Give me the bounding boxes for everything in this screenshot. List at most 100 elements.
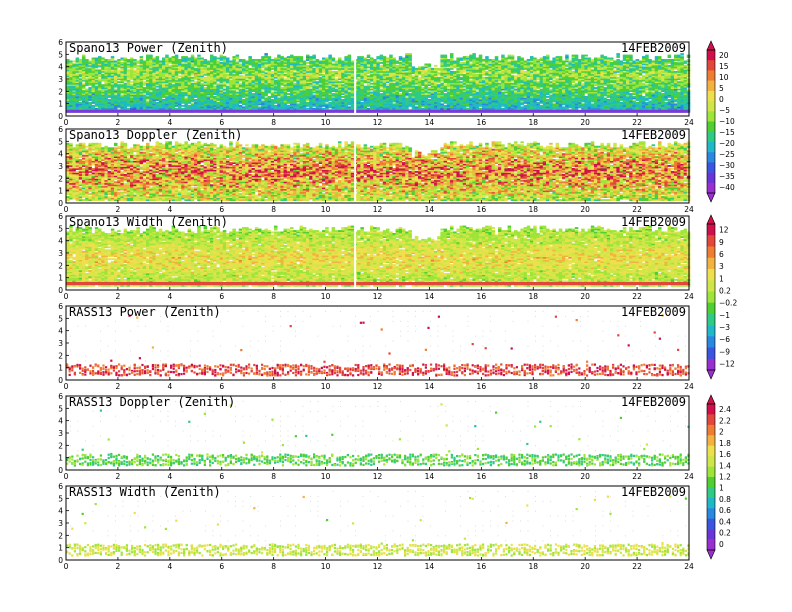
- cell: [143, 95, 147, 97]
- cell: [428, 87, 432, 89]
- cell: [488, 59, 492, 61]
- cell: [370, 86, 374, 88]
- cell: [303, 61, 307, 63]
- cell: [450, 53, 454, 55]
- cell: [168, 58, 172, 60]
- cell: [181, 105, 185, 107]
- cell: [207, 66, 211, 68]
- cell: [332, 71, 336, 73]
- cell: [396, 61, 400, 63]
- cell: [271, 59, 275, 61]
- cell: [136, 65, 140, 67]
- cell: [175, 108, 179, 110]
- cell: [140, 56, 144, 58]
- cell: [370, 92, 374, 94]
- cell: [204, 59, 208, 61]
- cell: [309, 89, 313, 91]
- cell: [344, 56, 348, 58]
- cell: [216, 61, 220, 63]
- cell: [498, 72, 502, 74]
- cell: [485, 56, 489, 58]
- cell: [479, 55, 483, 57]
- cell: [373, 59, 377, 61]
- cell: [136, 61, 140, 63]
- cell: [476, 92, 480, 94]
- cell: [79, 78, 83, 80]
- cell: [194, 58, 198, 60]
- cell: [389, 55, 393, 57]
- cell: [332, 93, 336, 95]
- cell: [511, 75, 515, 77]
- cell: [405, 72, 409, 74]
- cell: [360, 56, 364, 58]
- cell: [472, 53, 476, 55]
- cell: [274, 105, 278, 107]
- cell: [508, 55, 512, 57]
- cell: [514, 75, 518, 77]
- cell: [213, 56, 217, 58]
- cell: [306, 65, 310, 67]
- cell: [143, 81, 147, 83]
- cell: [335, 78, 339, 80]
- cell: [159, 61, 163, 63]
- cell: [236, 55, 240, 57]
- cell: [380, 93, 384, 95]
- cell: [95, 86, 99, 88]
- cell: [264, 72, 268, 74]
- cell: [392, 103, 396, 105]
- cell: [98, 56, 102, 58]
- cell: [485, 71, 489, 73]
- cell: [376, 56, 380, 58]
- cell: [261, 56, 265, 58]
- cell: [268, 96, 272, 98]
- cell: [236, 61, 240, 63]
- cell: [184, 56, 188, 58]
- cell: [255, 59, 258, 61]
- cell: [424, 95, 428, 97]
- cell: [191, 77, 195, 79]
- cell: [213, 86, 217, 88]
- cell: [415, 86, 419, 88]
- cell: [316, 81, 320, 83]
- cell: [444, 105, 448, 107]
- cell: [85, 59, 89, 61]
- cell: [386, 58, 390, 60]
- cell: [101, 58, 105, 60]
- cell: [482, 64, 486, 66]
- cell: [348, 106, 352, 108]
- cell: [335, 89, 339, 91]
- cell: [367, 69, 371, 71]
- cell: [277, 98, 281, 100]
- cell: [172, 84, 176, 86]
- cell: [226, 58, 230, 60]
- cell: [194, 99, 198, 101]
- cell: [239, 83, 243, 85]
- cell: [453, 61, 457, 63]
- cell: [200, 58, 204, 60]
- cell: [120, 58, 124, 60]
- cell: [108, 59, 112, 61]
- cell: [146, 101, 150, 103]
- cell: [191, 103, 195, 105]
- cell: [367, 66, 371, 68]
- cell: [498, 83, 502, 85]
- cell: [332, 64, 336, 66]
- cell: [117, 59, 121, 61]
- cell: [284, 74, 288, 76]
- cell: [287, 93, 291, 95]
- cell: [172, 56, 176, 58]
- cell: [351, 61, 355, 63]
- cell: [338, 81, 342, 83]
- cell: [104, 59, 108, 61]
- cell: [200, 83, 204, 85]
- cell: [492, 59, 496, 61]
- cell: [242, 106, 246, 108]
- cell: [114, 95, 118, 97]
- cell: [152, 58, 156, 60]
- cell: [514, 89, 518, 91]
- cell: [501, 92, 505, 94]
- cell: [242, 75, 246, 77]
- cell: [367, 59, 371, 61]
- cell: [319, 61, 323, 63]
- cell: [111, 56, 115, 58]
